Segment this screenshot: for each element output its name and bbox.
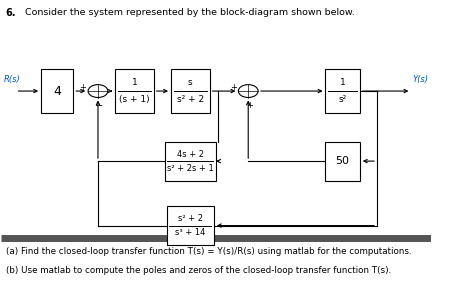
Text: (a) Find the closed-loop transfer function T(s) = Y(s)/R(s) using matlab for the: (a) Find the closed-loop transfer functi… <box>6 246 411 256</box>
FancyBboxPatch shape <box>167 206 214 245</box>
Text: +: + <box>230 83 237 92</box>
FancyBboxPatch shape <box>164 142 216 181</box>
Text: 1: 1 <box>132 78 137 87</box>
Text: s²: s² <box>338 95 347 104</box>
Text: s³ + 14: s³ + 14 <box>175 228 205 237</box>
FancyBboxPatch shape <box>171 69 210 113</box>
Text: 4: 4 <box>53 85 61 98</box>
Text: 4s + 2: 4s + 2 <box>177 149 204 158</box>
Text: R(s): R(s) <box>3 75 20 84</box>
Text: 50: 50 <box>336 156 350 166</box>
Text: +: + <box>246 101 253 110</box>
Text: s² + 2: s² + 2 <box>177 95 204 104</box>
Text: +: + <box>80 83 86 92</box>
FancyBboxPatch shape <box>326 69 360 113</box>
Text: 6.: 6. <box>6 8 16 18</box>
Text: s: s <box>188 78 192 87</box>
Text: (s + 1): (s + 1) <box>119 95 150 104</box>
Text: −: − <box>95 101 103 111</box>
FancyBboxPatch shape <box>41 69 73 113</box>
Text: Consider the system represented by the block-diagram shown below.: Consider the system represented by the b… <box>18 8 354 17</box>
Text: Y(s): Y(s) <box>413 75 428 84</box>
Text: (b) Use matlab to compute the poles and zeros of the closed-loop transfer functi: (b) Use matlab to compute the poles and … <box>6 266 391 275</box>
Text: 1: 1 <box>340 78 346 87</box>
Text: s² + 2: s² + 2 <box>178 214 203 223</box>
FancyBboxPatch shape <box>326 142 360 181</box>
FancyBboxPatch shape <box>115 69 154 113</box>
Text: s² + 2s + 1: s² + 2s + 1 <box>167 164 214 173</box>
